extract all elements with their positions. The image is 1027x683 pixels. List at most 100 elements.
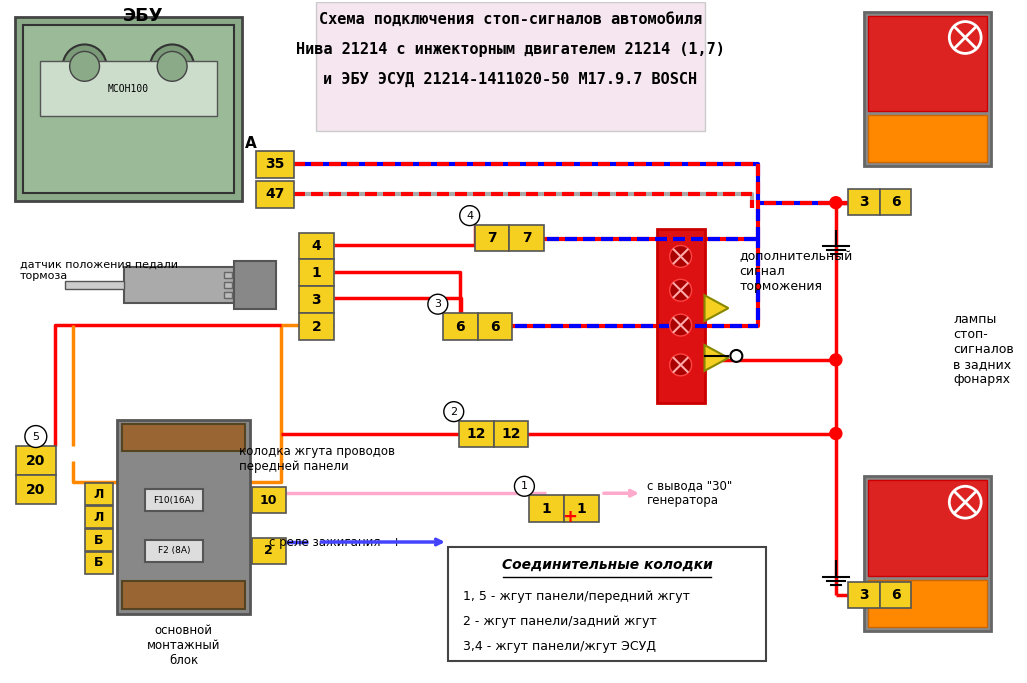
- Text: 20: 20: [26, 454, 45, 468]
- Bar: [145, 540, 203, 562]
- Bar: [509, 225, 544, 251]
- Text: с вывода "30"
генератора: с вывода "30" генератора: [647, 479, 732, 507]
- Bar: [65, 281, 124, 290]
- Text: +: +: [562, 508, 577, 526]
- Bar: [256, 151, 294, 178]
- Circle shape: [830, 428, 842, 440]
- Bar: [656, 229, 705, 403]
- Bar: [256, 181, 294, 208]
- Bar: [564, 495, 599, 522]
- Bar: [15, 16, 241, 201]
- Circle shape: [670, 314, 691, 336]
- Circle shape: [515, 476, 534, 497]
- Text: Л: Л: [93, 511, 104, 524]
- Bar: [122, 581, 244, 609]
- Circle shape: [444, 402, 464, 421]
- Circle shape: [670, 354, 691, 376]
- Text: 1: 1: [311, 266, 321, 280]
- Text: 3: 3: [859, 588, 869, 602]
- Text: МСOН100: МСOН100: [108, 84, 149, 94]
- Polygon shape: [705, 345, 728, 371]
- Bar: [117, 419, 250, 613]
- Bar: [868, 580, 987, 626]
- Bar: [880, 582, 912, 608]
- Text: основной
монтажный
блок: основной монтажный блок: [147, 624, 221, 667]
- Text: 1, 5 - жгут панели/передний жгут: 1, 5 - жгут панели/передний жгут: [463, 590, 690, 603]
- Text: 10: 10: [260, 494, 277, 507]
- Text: 4: 4: [466, 210, 473, 221]
- Text: Нива 21214 с инжекторным двигателем 21214 (1,7): Нива 21214 с инжекторным двигателем 2121…: [296, 42, 725, 57]
- Text: 3,4 - жгут панели/жгут ЭСУД: 3,4 - жгут панели/жгут ЭСУД: [463, 640, 655, 653]
- Bar: [459, 421, 494, 447]
- Bar: [124, 267, 234, 303]
- Circle shape: [830, 354, 842, 366]
- Text: с реле зажигания   +: с реле зажигания +: [269, 535, 402, 548]
- Text: F10(16A): F10(16A): [153, 496, 195, 505]
- Text: дополнительный
сигнал
торможения: дополнительный сигнал торможения: [739, 251, 852, 294]
- Text: 1: 1: [577, 502, 586, 516]
- Bar: [23, 25, 234, 193]
- Bar: [443, 313, 478, 340]
- Text: 7: 7: [487, 231, 497, 245]
- Text: 6: 6: [890, 195, 901, 209]
- Bar: [848, 582, 880, 608]
- Circle shape: [730, 350, 743, 362]
- Bar: [40, 61, 217, 116]
- Bar: [494, 421, 528, 447]
- Text: и ЭБУ ЭСУД 21214-1411020-50 М17.9.7 BOSCH: и ЭБУ ЭСУД 21214-1411020-50 М17.9.7 BOSC…: [324, 72, 697, 87]
- Bar: [224, 292, 232, 298]
- Text: 7: 7: [522, 231, 532, 245]
- Text: Соединительные колодки: Соединительные колодки: [501, 558, 713, 572]
- Bar: [864, 476, 991, 630]
- Bar: [224, 273, 232, 278]
- Bar: [122, 423, 244, 451]
- Text: 3: 3: [859, 195, 869, 209]
- Text: 2: 2: [450, 406, 457, 417]
- Text: Б: Б: [93, 533, 104, 546]
- Text: 3: 3: [311, 293, 321, 307]
- Text: Схема подключения стоп-сигналов автомобиля: Схема подключения стоп-сигналов автомоби…: [318, 12, 702, 27]
- Bar: [16, 447, 55, 475]
- Bar: [224, 282, 232, 288]
- Bar: [316, 1, 705, 131]
- Bar: [84, 506, 113, 528]
- Bar: [478, 313, 512, 340]
- Text: 12: 12: [501, 427, 521, 441]
- Circle shape: [670, 245, 691, 267]
- Bar: [84, 484, 113, 505]
- Circle shape: [157, 51, 187, 81]
- Bar: [299, 232, 335, 260]
- Text: лампы
стоп-
сигналов
в задних
фонарях: лампы стоп- сигналов в задних фонарях: [953, 313, 1014, 387]
- Text: 2: 2: [311, 320, 321, 333]
- Text: ЭБУ: ЭБУ: [123, 7, 163, 25]
- Text: 2: 2: [264, 544, 273, 557]
- Text: колодка жгута проводов
передней панели: колодка жгута проводов передней панели: [239, 445, 394, 473]
- Circle shape: [63, 44, 107, 88]
- Circle shape: [70, 51, 100, 81]
- Text: 47: 47: [265, 187, 284, 201]
- Text: F2 (8A): F2 (8A): [158, 546, 190, 555]
- Text: Б: Б: [93, 557, 104, 570]
- Text: 20: 20: [26, 483, 45, 497]
- Text: 1: 1: [521, 482, 528, 491]
- Bar: [252, 538, 286, 564]
- Text: 1: 1: [542, 502, 551, 516]
- Bar: [868, 115, 987, 162]
- Bar: [234, 262, 275, 309]
- Bar: [880, 189, 912, 214]
- Bar: [16, 475, 55, 504]
- Text: 6: 6: [455, 320, 465, 333]
- Text: 5: 5: [32, 432, 39, 441]
- Bar: [299, 260, 335, 286]
- Bar: [299, 313, 335, 340]
- Bar: [868, 480, 987, 576]
- Text: 6: 6: [890, 588, 901, 602]
- Text: 12: 12: [466, 427, 486, 441]
- Bar: [848, 189, 880, 214]
- Circle shape: [428, 294, 448, 314]
- Polygon shape: [705, 295, 728, 321]
- Circle shape: [670, 279, 691, 301]
- Text: 35: 35: [265, 157, 284, 171]
- Bar: [84, 552, 113, 574]
- Text: А: А: [244, 137, 257, 152]
